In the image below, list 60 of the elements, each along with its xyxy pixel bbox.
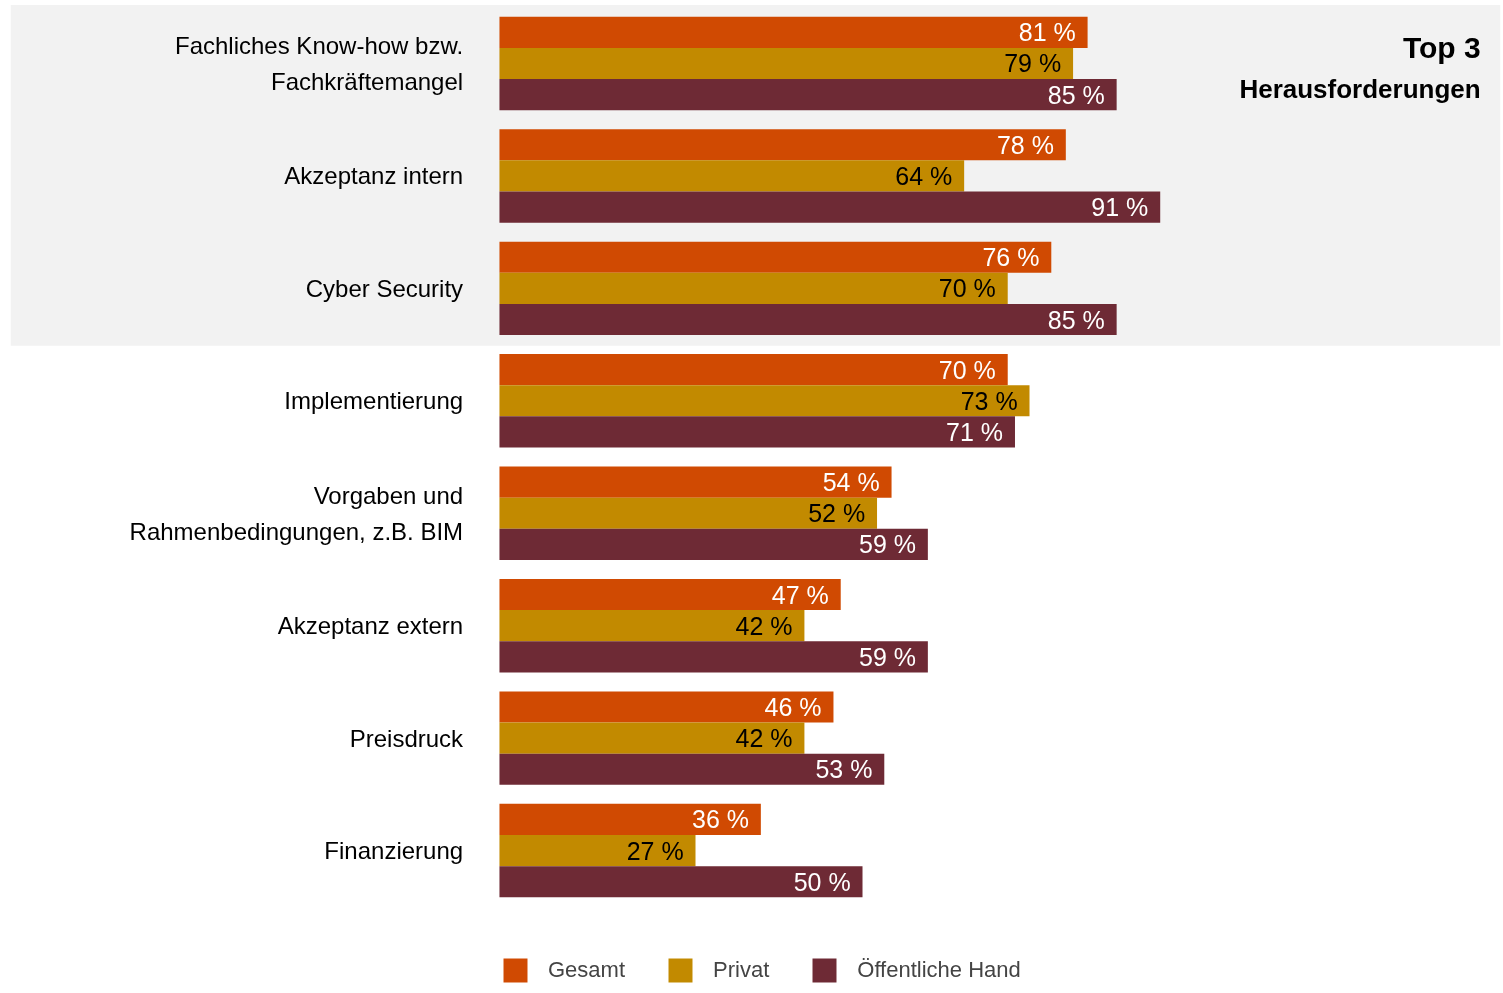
bar: [499, 610, 805, 642]
data-label: 71 %: [946, 417, 1004, 446]
bar: [499, 303, 1117, 336]
bar: [499, 866, 863, 898]
data-label: 47 %: [771, 580, 829, 609]
bar: [499, 272, 1008, 304]
bar: [499, 528, 928, 560]
data-label: 91 %: [1091, 193, 1149, 222]
bar: [499, 385, 1030, 417]
bar: [499, 691, 834, 723]
data-label: 70 %: [938, 355, 996, 384]
data-label: 59 %: [858, 530, 916, 559]
data-label: 78 %: [996, 130, 1054, 159]
data-label: 85 %: [1047, 305, 1105, 334]
bar: [499, 47, 1074, 80]
data-label: 42 %: [735, 724, 793, 753]
bar: [499, 416, 1015, 448]
bar: [499, 466, 892, 498]
band-label: Top 3 Herausforderungen: [1239, 31, 1481, 105]
y-tick-label: Akzeptanz intern: [284, 162, 464, 190]
legend-label: Öffentliche Hand: [857, 957, 1021, 983]
bar: [499, 354, 1008, 386]
bar: [499, 497, 878, 529]
data-label: 79 %: [1004, 49, 1062, 78]
bar: [499, 803, 761, 835]
data-label: 42 %: [735, 611, 793, 640]
legend-label: Privat: [713, 957, 770, 983]
data-label: 54 %: [822, 468, 880, 497]
bar: [499, 753, 885, 785]
bar: [499, 160, 965, 192]
bar: [499, 578, 841, 611]
data-label: 64 %: [895, 161, 953, 190]
bar: [499, 722, 805, 754]
bar: [499, 16, 1088, 48]
data-label: 53 %: [815, 755, 873, 784]
y-tick-label: Implementierung: [284, 387, 464, 415]
data-label: 70 %: [938, 274, 996, 303]
bar: [499, 79, 1117, 111]
data-label: 36 %: [691, 805, 749, 834]
y-tick-label: Preisdruck: [349, 724, 465, 752]
legend-label: Gesamt: [548, 957, 626, 983]
data-label: 46 %: [764, 692, 822, 721]
y-tick-label: Fachliches Know-how bzw. Fachkräftemangel: [174, 31, 464, 96]
data-label: 52 %: [808, 499, 866, 528]
data-label: 73 %: [960, 386, 1018, 415]
data-label: 76 %: [982, 243, 1040, 272]
y-tick-label: Vorgaben und Rahmenbedingungen, z.B. BIM: [129, 481, 464, 545]
data-label: 50 %: [793, 867, 851, 896]
y-tick-label: Cyber Security: [305, 274, 464, 302]
data-label: 85 %: [1047, 80, 1105, 109]
bar: [499, 191, 1161, 223]
bar: [499, 129, 1066, 161]
bar: [499, 835, 696, 867]
bar: [499, 241, 1052, 273]
data-label: 27 %: [626, 836, 684, 865]
data-label: 59 %: [858, 642, 916, 671]
bar: [499, 641, 928, 673]
y-tick-label: Finanzierung: [324, 837, 464, 865]
y-tick-label: Akzeptanz extern: [277, 612, 464, 640]
data-label: 81 %: [1018, 18, 1076, 47]
